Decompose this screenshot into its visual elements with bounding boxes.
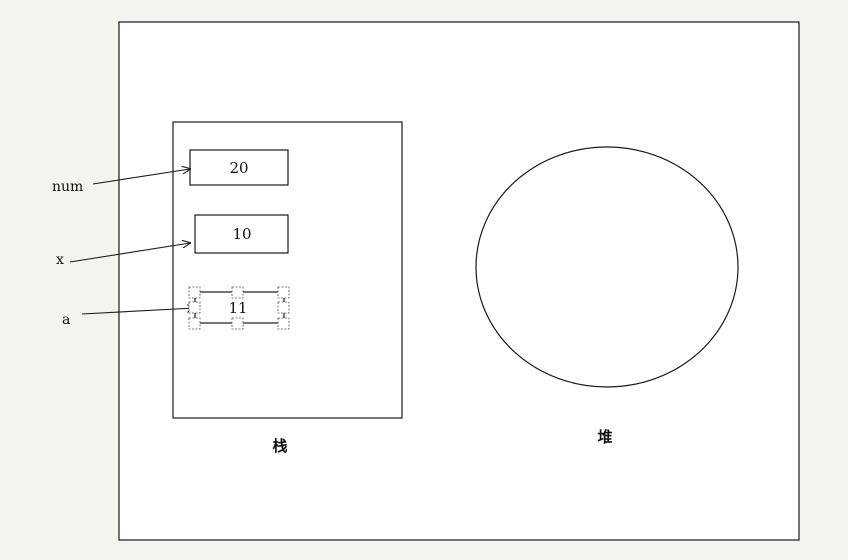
var-label-num: num	[52, 179, 83, 195]
handle-bottom-middle[interactable]	[231, 317, 244, 330]
stack-label: 栈	[272, 437, 287, 455]
selection-handles[interactable]	[188, 286, 290, 330]
stack-cell-x-value: 10	[232, 225, 251, 243]
heap-label: 堆	[597, 428, 612, 446]
handle-top-middle[interactable]	[231, 286, 244, 299]
stack-cell-num-value: 20	[229, 159, 248, 177]
stack-cell-a-value: 11	[228, 299, 247, 317]
handle-bottom-right[interactable]	[277, 317, 290, 330]
heap-circle	[475, 146, 739, 388]
var-label-x: x	[56, 252, 64, 268]
stack-cell-num	[189, 149, 289, 186]
handle-top-right[interactable]	[277, 286, 290, 299]
arrow-x	[69, 243, 190, 263]
arrow-num	[92, 169, 190, 185]
handle-middle-left[interactable]	[188, 301, 201, 314]
arrow-a	[81, 308, 195, 315]
var-label-a: a	[62, 312, 70, 328]
handle-top-left[interactable]	[188, 286, 201, 299]
handle-bottom-left[interactable]	[188, 317, 201, 330]
handle-middle-right[interactable]	[277, 301, 290, 314]
stack-cell-x	[194, 214, 289, 254]
